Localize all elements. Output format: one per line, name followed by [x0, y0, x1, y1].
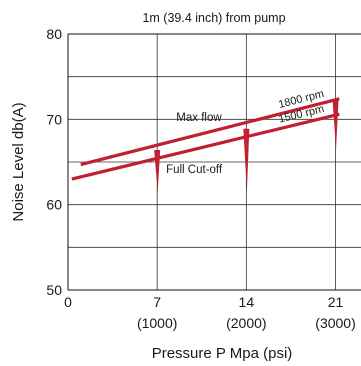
y-tick-label: 60 [46, 197, 62, 213]
series-layer [71, 97, 340, 192]
annotation-full-cutoff: Full Cut-off [166, 164, 223, 176]
y-tick-label: 80 [46, 26, 62, 42]
x-tick-sublabel: (3000) [315, 315, 355, 331]
x-tick-label: 21 [328, 294, 344, 310]
series-line [71, 112, 340, 181]
series-line [80, 97, 340, 167]
annotation-max-flow: Max flow [176, 112, 222, 124]
x-axis-label: Pressure P Mpa (psi) [152, 345, 293, 362]
x-tick-label: 0 [64, 294, 72, 310]
x-tick-sublabel: (2000) [226, 315, 266, 331]
y-tick-label: 70 [46, 111, 62, 127]
x-tick-sublabel: (1000) [137, 315, 177, 331]
grid [68, 34, 361, 290]
x-tick-label: 7 [153, 294, 161, 310]
chart-title: 1m (39.4 inch) from pump [142, 11, 285, 25]
y-tick-label: 50 [46, 282, 62, 298]
cutoff-drop [154, 150, 161, 192]
plot-frame [67, 33, 361, 291]
cutoff-drop [243, 128, 250, 192]
x-tick-label: 14 [239, 294, 255, 310]
y-axis-label: Noise Level db(A) [10, 102, 27, 221]
cutoff-drop [332, 99, 339, 150]
